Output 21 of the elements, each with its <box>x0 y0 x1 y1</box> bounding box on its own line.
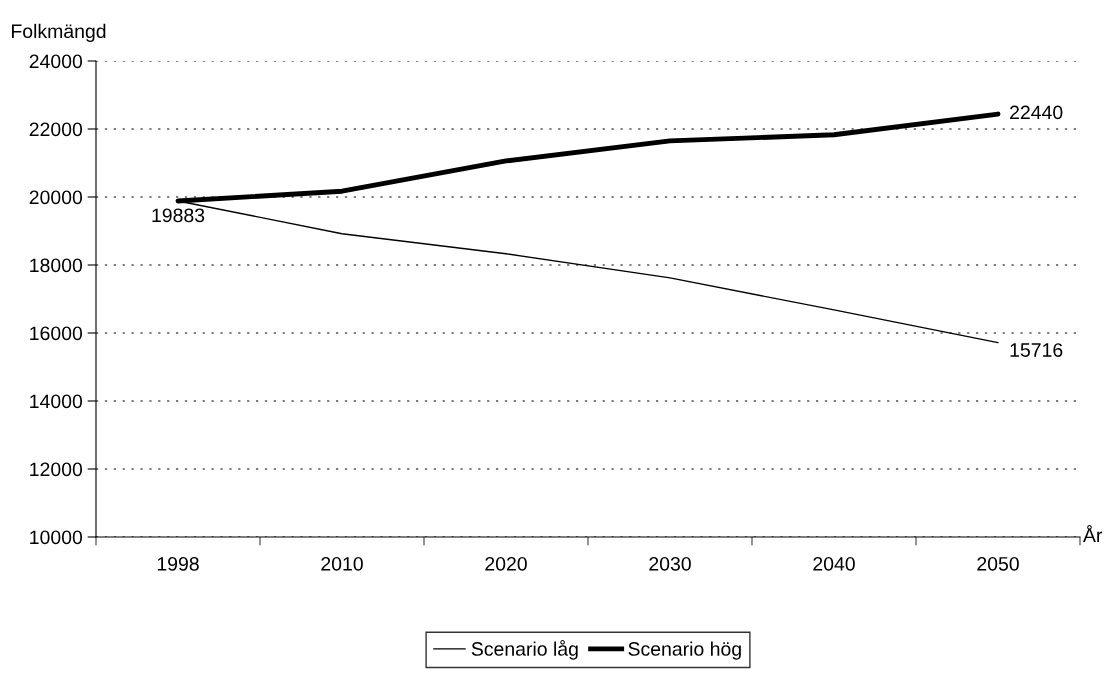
y-tick-label: 22000 <box>29 122 83 137</box>
data-label: 15716 <box>1010 343 1063 357</box>
x-tick-label: 1998 <box>157 556 199 571</box>
x-axis-title: År <box>1082 524 1103 543</box>
data-label: 22440 <box>1010 105 1063 120</box>
data-label: 19883 <box>152 208 205 223</box>
legend-label: Scenario låg <box>471 639 578 660</box>
y-tick-label: 20000 <box>29 190 83 205</box>
x-tick-label: 2030 <box>649 556 691 571</box>
y-tick-label: 24000 <box>29 54 83 69</box>
x-tick-label: 2010 <box>321 556 363 571</box>
legend-label: Scenario hög <box>628 641 741 660</box>
y-tick-label: 14000 <box>30 394 83 409</box>
y-tick-label: 12000 <box>30 462 83 477</box>
x-tick-label: 2050 <box>977 556 1019 571</box>
x-tick-label: 2020 <box>485 556 527 571</box>
y-tick-label: 18000 <box>30 258 83 273</box>
y-tick-label: 10000 <box>30 530 83 545</box>
y-tick-label: 16000 <box>30 326 83 341</box>
x-tick-label: 2040 <box>813 556 855 571</box>
y-axis-title: Folkmängd <box>11 23 106 42</box>
